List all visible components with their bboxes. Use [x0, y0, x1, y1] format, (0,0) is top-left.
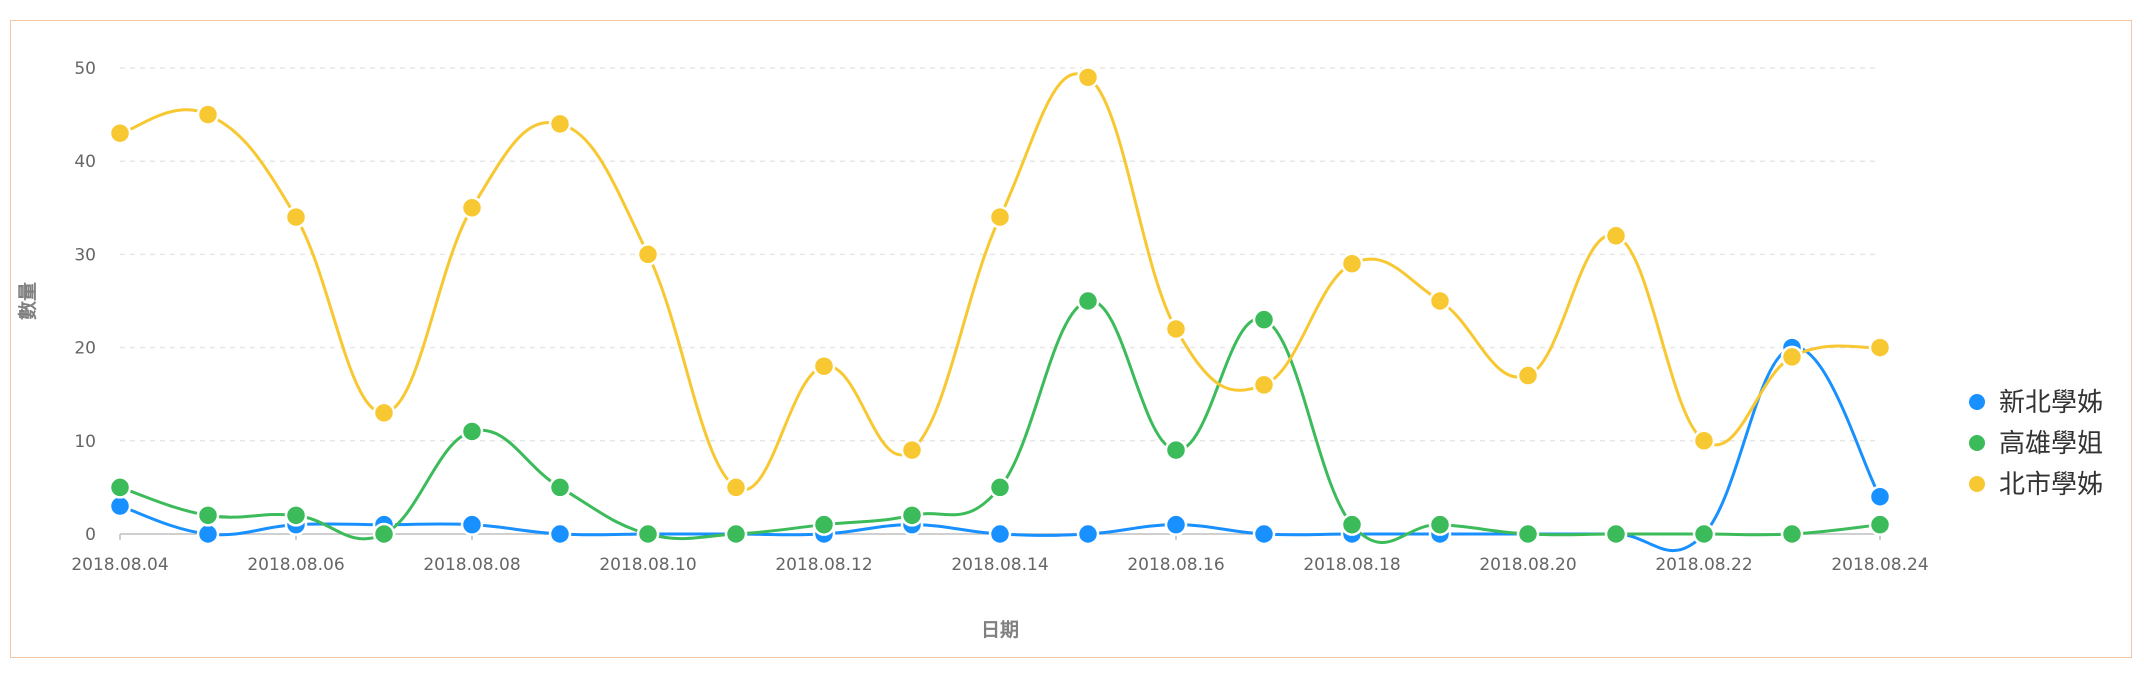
x-tick-label-2018.08.06: 2018.08.06 — [247, 555, 344, 575]
data-point[interactable] — [988, 476, 1012, 499]
data-point[interactable] — [1428, 513, 1452, 536]
data-point[interactable] — [724, 522, 748, 546]
data-point[interactable] — [988, 205, 1012, 229]
legend-label: 新北學姊 — [1999, 388, 2103, 418]
series-3 — [108, 66, 1892, 499]
x-tick-label-2018.08.12: 2018.08.12 — [775, 555, 872, 575]
data-point[interactable] — [1692, 429, 1716, 453]
series-line-3 — [119, 72, 1881, 492]
y-axis-title: 數量 — [17, 282, 39, 320]
data-point[interactable] — [900, 438, 924, 462]
x-tick-label-2018.08.04: 2018.08.04 — [71, 555, 168, 575]
data-point[interactable] — [1604, 224, 1628, 248]
data-point[interactable] — [1868, 513, 1892, 536]
y-tick-label-30: 30 — [74, 245, 96, 265]
data-point[interactable] — [548, 476, 572, 499]
legend-item-3[interactable]: 北市學姊 — [1969, 470, 2103, 500]
data-point[interactable] — [1516, 522, 1540, 546]
data-point[interactable] — [1516, 364, 1540, 387]
data-point[interactable] — [460, 513, 484, 536]
data-point[interactable] — [636, 522, 660, 546]
series-1 — [108, 336, 1892, 553]
y-tick-label-10: 10 — [74, 432, 96, 452]
y-tick-label-50: 50 — [74, 59, 96, 79]
data-point[interactable] — [1340, 513, 1364, 536]
series-group — [108, 66, 1892, 553]
data-point[interactable] — [812, 513, 836, 536]
x-tick-label-2018.08.22: 2018.08.22 — [1655, 555, 1752, 575]
data-point[interactable] — [1252, 373, 1276, 397]
data-point[interactable] — [372, 401, 396, 425]
data-point[interactable] — [460, 196, 484, 220]
y-tick-label-0: 0 — [85, 525, 96, 545]
x-axis-ticks: 2018.08.04 2018.08.06 2018.08.08 2018.08.10… — [71, 534, 1929, 575]
legend-label: 北市學姊 — [1999, 470, 2103, 500]
data-point[interactable] — [108, 494, 132, 518]
grid-lines — [120, 67, 1880, 442]
x-tick-label-2018.08.24: 2018.08.24 — [1831, 555, 1928, 575]
x-axis-title: 日期 — [981, 619, 1019, 641]
data-point[interactable] — [636, 243, 660, 266]
data-point[interactable] — [372, 522, 396, 546]
y-axis-ticks: 0 10 20 30 40 50 — [74, 59, 96, 545]
x-tick-label-2018.08.14: 2018.08.14 — [951, 555, 1048, 575]
data-point[interactable] — [196, 103, 220, 126]
data-point[interactable] — [1692, 522, 1716, 546]
data-point[interactable] — [1076, 289, 1100, 313]
x-tick-label-2018.08.10: 2018.08.10 — [599, 555, 696, 575]
data-point[interactable] — [1076, 66, 1100, 89]
data-point[interactable] — [988, 522, 1012, 546]
x-tick-label-2018.08.18: 2018.08.18 — [1303, 555, 1400, 575]
data-point[interactable] — [284, 205, 308, 229]
series-line-2 — [119, 299, 1881, 544]
data-point[interactable] — [1076, 522, 1100, 546]
data-point[interactable] — [548, 112, 572, 136]
x-tick-label-2018.08.20: 2018.08.20 — [1479, 555, 1576, 575]
legend-label: 高雄學姐 — [1999, 429, 2103, 459]
legend-marker — [1969, 394, 1985, 410]
y-tick-label-40: 40 — [74, 152, 96, 172]
data-point[interactable] — [548, 522, 572, 546]
data-point[interactable] — [108, 121, 132, 145]
data-point[interactable] — [1252, 308, 1276, 331]
data-point[interactable] — [1164, 513, 1188, 536]
data-point[interactable] — [1868, 485, 1892, 508]
data-point[interactable] — [900, 504, 924, 527]
data-point[interactable] — [1780, 522, 1804, 546]
data-point[interactable] — [1780, 345, 1804, 369]
series-line-1 — [119, 346, 1882, 553]
legend-item-2[interactable]: 高雄學姐 — [1969, 429, 2103, 459]
data-point[interactable] — [812, 354, 836, 378]
data-point[interactable] — [460, 420, 484, 443]
data-point[interactable] — [1252, 522, 1276, 546]
data-point[interactable] — [284, 504, 308, 527]
data-point[interactable] — [1340, 252, 1364, 275]
legend-marker — [1969, 435, 1985, 451]
series-2 — [108, 289, 1892, 546]
data-point[interactable] — [1164, 438, 1188, 462]
data-point[interactable] — [1428, 289, 1452, 313]
chart-frame — [10, 20, 2132, 658]
data-point[interactable] — [196, 504, 220, 527]
data-point[interactable] — [1164, 317, 1188, 341]
y-tick-label-20: 20 — [74, 339, 96, 359]
legend-item-1[interactable]: 新北學姊 — [1969, 388, 2103, 418]
x-tick-label-2018.08.08: 2018.08.08 — [423, 555, 520, 575]
data-point[interactable] — [196, 522, 220, 546]
x-tick-label-2018.08.16: 2018.08.16 — [1127, 555, 1224, 575]
data-point[interactable] — [1868, 336, 1892, 359]
legend-marker — [1969, 476, 1985, 492]
data-point[interactable] — [108, 476, 132, 499]
data-point[interactable] — [1604, 522, 1628, 546]
data-point[interactable] — [724, 476, 748, 499]
